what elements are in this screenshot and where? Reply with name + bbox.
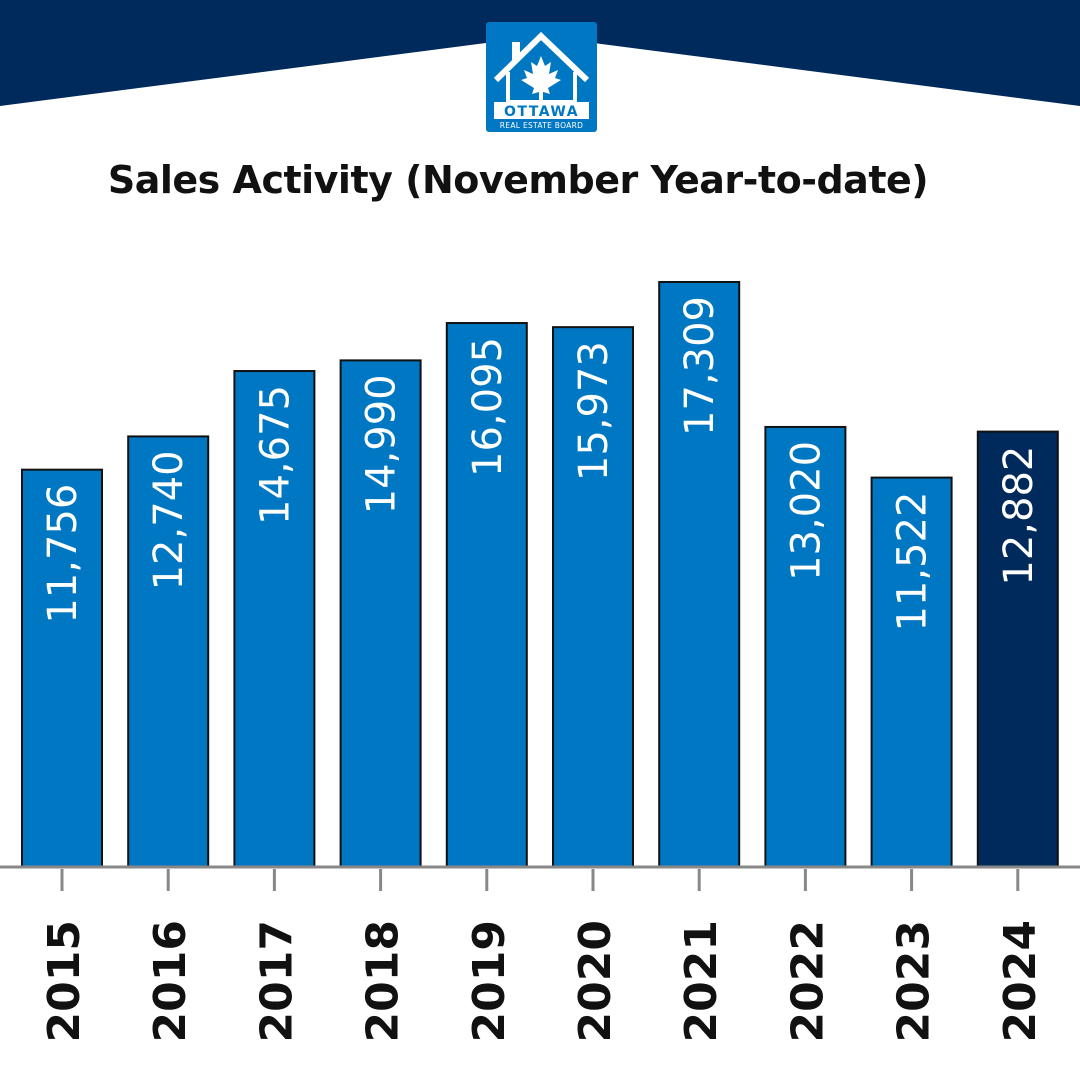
value-label-2015: 11,756 xyxy=(40,484,86,624)
value-labels-group: 11,756 12,740 14,675 14,990 16,095 15,973 17,3… xyxy=(40,296,1042,632)
category-labels-group: 2015 2016 2017 2018 2019 2020 2021 2022 2023 2024 xyxy=(39,920,1046,1042)
x-axis-ticks-group xyxy=(60,869,1020,891)
bar-2022 xyxy=(764,425,847,868)
category-label-2022: 2022 xyxy=(782,920,833,1042)
category-label-2015: 2015 xyxy=(39,920,90,1042)
category-label-2024: 2024 xyxy=(995,920,1046,1042)
category-label-2017: 2017 xyxy=(251,920,302,1042)
bar-2021 xyxy=(658,281,741,868)
category-label-2021: 2021 xyxy=(676,920,727,1042)
bar-2019 xyxy=(445,322,528,868)
bar-2020 xyxy=(552,326,634,868)
banner-shape xyxy=(0,0,1080,106)
value-label-2019: 16,095 xyxy=(465,337,511,477)
logo-subtitle: REAL ESTATE BOARD xyxy=(500,121,583,130)
bar-2015 xyxy=(21,468,103,868)
category-label-2019: 2019 xyxy=(464,920,515,1042)
bar-2024 xyxy=(976,430,1059,868)
value-label-2016: 12,740 xyxy=(146,450,192,590)
value-label-2020: 15,973 xyxy=(571,341,617,481)
value-label-2023: 11,522 xyxy=(890,492,936,632)
value-label-2022: 13,020 xyxy=(783,441,829,581)
value-label-2017: 14,675 xyxy=(252,385,298,525)
chart-title: Sales Activity (November Year-to-date) xyxy=(107,158,929,202)
ottawa-real-estate-board-logo: OTTAWA REAL ESTATE BOARD xyxy=(486,22,597,132)
bars-group xyxy=(21,281,1059,868)
category-label-2020: 2020 xyxy=(570,920,621,1042)
logo-name: OTTAWA xyxy=(504,104,579,120)
category-label-2023: 2023 xyxy=(889,920,940,1042)
top-banner xyxy=(0,0,1080,106)
logo-name-plate xyxy=(494,102,589,119)
category-label-2016: 2016 xyxy=(145,920,196,1042)
value-label-2021: 17,309 xyxy=(677,296,723,436)
value-label-2024: 12,882 xyxy=(996,446,1042,586)
category-label-2018: 2018 xyxy=(358,920,409,1042)
value-label-2018: 14,990 xyxy=(359,374,405,514)
